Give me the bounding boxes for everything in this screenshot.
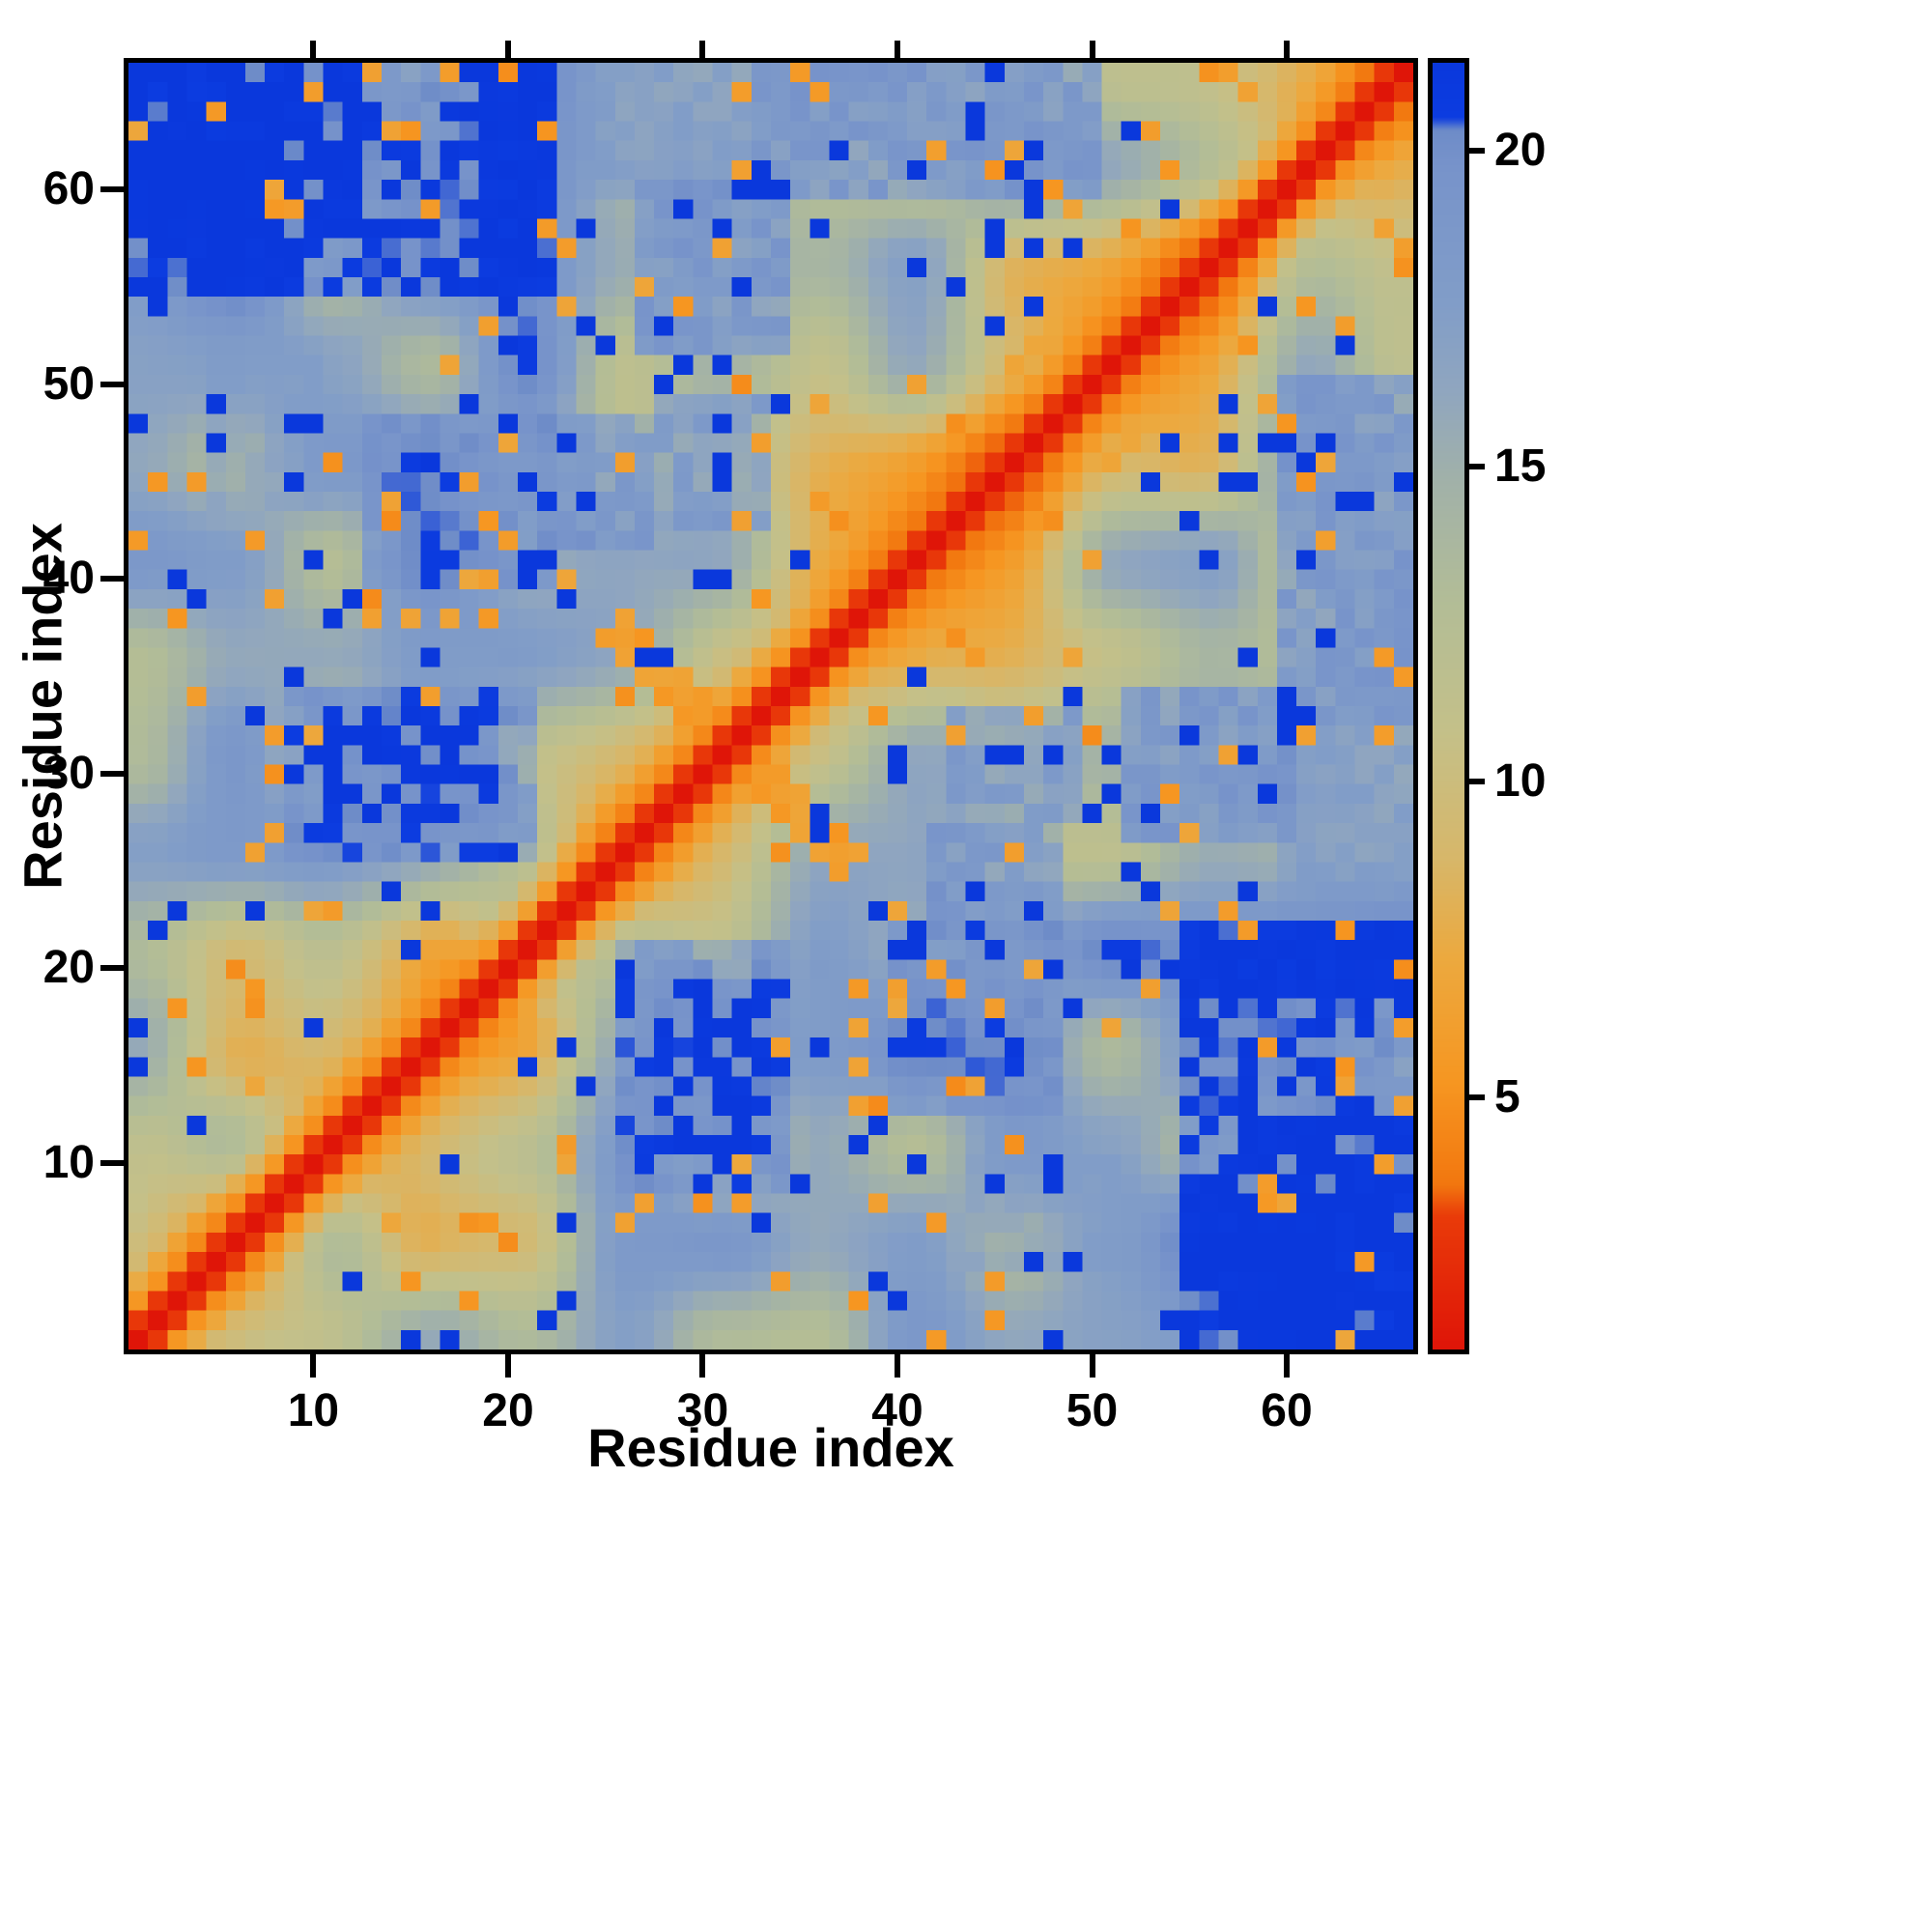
x-axis-title: Residue index <box>587 1417 954 1478</box>
colorbar-tick-label: 5 <box>1494 1070 1520 1122</box>
x-tick-mark-top <box>1089 41 1095 58</box>
colorbar <box>1428 58 1469 1354</box>
y-tick-mark <box>100 576 124 582</box>
y-tick-mark <box>100 185 124 192</box>
y-tick-label: 20 <box>43 942 95 994</box>
colorbar-tick-label: 20 <box>1494 125 1547 177</box>
colorbar-tick-mark <box>1469 148 1485 155</box>
x-tick-mark <box>310 1354 317 1378</box>
x-tick-mark <box>894 1354 900 1378</box>
x-tick-label: 20 <box>482 1385 534 1436</box>
colorbar-tick-label: 15 <box>1494 440 1547 492</box>
x-tick-mark <box>504 1354 511 1378</box>
x-tick-mark-top <box>1284 41 1290 58</box>
colorbar-tick-label: 10 <box>1494 755 1547 808</box>
y-tick-label: 40 <box>43 553 95 604</box>
x-tick-label: 50 <box>1065 1385 1119 1436</box>
y-tick-label: 50 <box>43 357 95 410</box>
y-tick-mark <box>100 965 124 972</box>
colorbar-tick-mark <box>1469 1094 1485 1100</box>
y-tick-mark <box>100 770 124 777</box>
x-tick-mark <box>1089 1354 1095 1378</box>
x-tick-label: 10 <box>287 1385 340 1436</box>
y-tick-mark <box>100 1159 124 1166</box>
x-tick-label: 40 <box>871 1385 923 1436</box>
colorbar-tick-mark <box>1469 779 1485 785</box>
x-tick-label: 30 <box>676 1385 729 1436</box>
colorbar-canvas <box>1433 63 1464 1350</box>
y-tick-mark <box>100 381 124 387</box>
y-tick-label: 10 <box>43 1136 95 1188</box>
y-tick-label: 30 <box>43 747 95 799</box>
heatmap-canvas <box>128 63 1413 1350</box>
x-tick-label: 60 <box>1261 1385 1313 1436</box>
x-tick-mark <box>1284 1354 1290 1378</box>
colorbar-tick-mark <box>1469 463 1485 469</box>
x-tick-mark <box>699 1354 706 1378</box>
x-tick-mark-top <box>310 41 317 58</box>
y-tick-label: 60 <box>43 162 95 214</box>
x-tick-mark-top <box>894 41 900 58</box>
x-tick-mark-top <box>504 41 511 58</box>
x-tick-mark-top <box>699 41 706 58</box>
heatmap-plot-area <box>124 58 1418 1354</box>
